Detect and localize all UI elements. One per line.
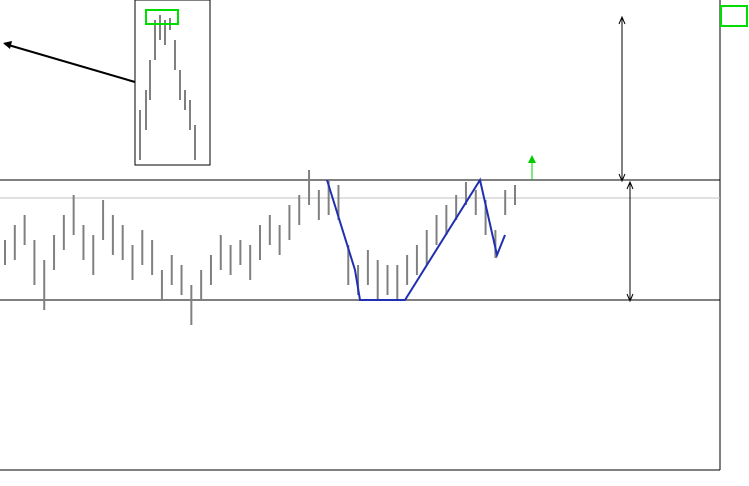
arrow-heads bbox=[626, 180, 634, 303]
inset-highlight bbox=[145, 9, 179, 25]
inset-chart bbox=[134, 0, 211, 166]
pointer-arrow-head bbox=[3, 41, 12, 49]
plot-area bbox=[0, 170, 720, 325]
target-arrow-head bbox=[528, 155, 536, 163]
pointer-arrow bbox=[4, 43, 136, 83]
axis-highlight bbox=[720, 5, 748, 27]
pattern-line bbox=[326, 177, 506, 301]
arrow-heads bbox=[618, 15, 626, 183]
